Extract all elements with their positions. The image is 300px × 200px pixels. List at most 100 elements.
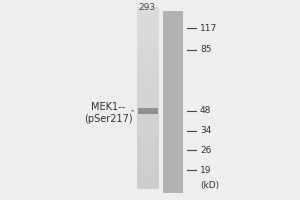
Bar [136,58,159,60]
Bar [136,129,159,131]
Bar [136,20,159,22]
Bar [136,11,159,13]
Bar [136,151,159,152]
Bar [136,122,159,123]
Bar [136,78,159,80]
Text: MEK1--: MEK1-- [91,102,125,112]
Bar [136,94,159,96]
Bar [136,87,159,89]
Bar [136,27,159,29]
Bar [136,167,159,169]
Bar [136,140,159,142]
Bar [136,53,159,54]
Bar [136,49,159,51]
Bar [136,44,159,45]
Bar [136,98,159,100]
Bar [136,42,159,44]
Bar [136,147,159,149]
Bar [136,134,159,136]
Bar [136,169,159,171]
Bar [136,171,159,172]
Bar [136,31,159,33]
Bar [136,38,159,40]
Bar [136,113,159,114]
Bar [136,145,159,147]
Bar [136,80,159,82]
Bar [136,138,159,140]
Bar [136,74,159,76]
Bar [136,85,159,87]
Bar [136,178,159,180]
Bar [136,149,159,151]
Bar [136,47,159,49]
Bar [136,22,159,24]
Bar [136,96,159,98]
Text: 117: 117 [200,24,217,33]
Bar [136,143,159,145]
Text: 293: 293 [139,3,156,12]
Bar [136,13,159,15]
Bar [136,123,159,125]
Text: (kD): (kD) [200,181,219,190]
Bar [136,60,159,62]
Bar [136,89,159,91]
Text: (pSer217): (pSer217) [84,114,133,124]
Bar [136,73,159,74]
Bar [136,158,159,160]
Bar [136,118,159,120]
Bar [136,84,159,85]
Bar [136,71,159,73]
Bar [136,18,159,20]
Bar [136,51,159,53]
Text: 85: 85 [200,45,212,54]
Bar [136,131,159,133]
Bar [136,9,159,11]
Bar [136,7,159,9]
Bar [136,62,159,64]
Bar [136,69,159,71]
Bar [136,29,159,31]
Text: 48: 48 [200,106,211,115]
Bar [136,25,159,27]
Bar [136,160,159,162]
Bar [136,142,159,143]
Bar [136,116,159,118]
Bar [136,82,159,84]
Bar [136,65,159,67]
Bar [136,162,159,163]
Bar [136,40,159,42]
Bar [136,156,159,158]
Bar [136,56,159,58]
Bar [136,163,159,165]
Bar [136,114,159,116]
Bar [136,24,159,25]
Bar [136,93,159,94]
Bar [136,100,159,102]
Bar [136,67,159,69]
Bar [136,54,159,56]
Bar [136,152,159,154]
Bar [136,185,159,187]
Bar [136,105,159,107]
Bar [136,33,159,35]
Bar [136,136,159,138]
Bar [136,127,159,129]
Bar [136,154,159,156]
Bar [136,15,159,16]
Text: 19: 19 [200,166,212,175]
Bar [136,102,159,103]
Bar [136,91,159,93]
Bar [164,11,183,193]
Text: 26: 26 [200,146,211,155]
Bar [136,64,159,65]
Text: 34: 34 [200,126,211,135]
Bar [136,36,159,38]
Bar [136,183,159,185]
Bar [136,181,159,183]
Bar [136,125,159,127]
Bar [136,109,159,111]
Bar [136,16,159,18]
Bar [136,174,159,176]
Bar [136,165,159,167]
Bar [136,133,159,134]
